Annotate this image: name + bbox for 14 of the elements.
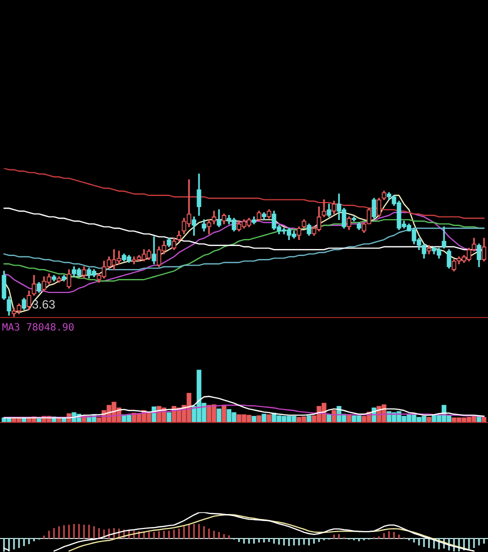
bar	[166, 412, 172, 422]
bar	[306, 415, 312, 422]
bar	[262, 414, 266, 422]
bar	[256, 415, 262, 422]
bar	[426, 416, 432, 422]
bar	[222, 404, 226, 422]
text: MA3 78048.90	[2, 322, 74, 334]
bar	[266, 414, 272, 422]
bar	[216, 408, 222, 422]
annotation: 3.63	[32, 297, 56, 312]
bar	[252, 416, 256, 422]
bar	[36, 418, 42, 422]
bar	[482, 416, 486, 422]
bar	[326, 414, 332, 422]
